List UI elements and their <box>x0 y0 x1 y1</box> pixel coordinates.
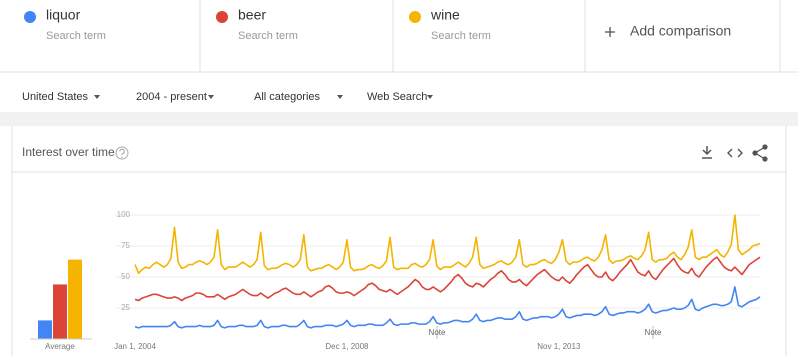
term-dot <box>409 11 421 23</box>
help-icon[interactable] <box>115 146 129 160</box>
filter[interactable]: Web Search <box>367 91 427 103</box>
gap-strip <box>0 112 798 126</box>
dropdown-arrow[interactable] <box>337 95 343 99</box>
dropdown-arrow[interactable] <box>427 95 433 99</box>
annotation: Note <box>645 328 662 337</box>
average-bar <box>68 259 82 339</box>
y-tick-label: 75 <box>121 241 130 250</box>
section-title: Interest over time <box>22 145 115 159</box>
term-name: beer <box>238 7 266 23</box>
term-label: Search term <box>46 30 106 42</box>
y-tick-label: 100 <box>117 210 131 219</box>
series-line <box>134 214 761 275</box>
x-tick-label: Nov 1, 2013 <box>537 342 581 351</box>
share-icon[interactable] <box>752 144 768 162</box>
annotation: Note <box>429 328 446 337</box>
x-tick-label: Jan 1, 2004 <box>114 342 156 351</box>
dropdown-arrow[interactable] <box>94 95 100 99</box>
add-icon[interactable] <box>605 27 615 37</box>
average-bar <box>53 284 67 339</box>
term-name: liquor <box>46 7 81 23</box>
term-name: wine <box>430 7 460 23</box>
term-dot <box>24 11 36 23</box>
filter[interactable]: All categories <box>254 91 321 103</box>
filter[interactable]: United States <box>22 91 89 103</box>
dropdown-arrow[interactable] <box>208 95 214 99</box>
term-dot <box>216 11 228 23</box>
add-comparison[interactable]: Add comparison <box>630 23 731 39</box>
embed-icon[interactable] <box>727 148 743 158</box>
term-label: Search term <box>238 30 298 42</box>
x-tick-label: Dec 1, 2008 <box>325 342 369 351</box>
term-label: Search term <box>431 30 491 42</box>
filter[interactable]: 2004 - present <box>136 91 207 103</box>
download-icon[interactable] <box>702 146 712 159</box>
y-tick-label: 25 <box>121 303 130 312</box>
average-label: Average <box>45 342 75 351</box>
series-line <box>134 256 761 302</box>
y-tick-label: 50 <box>121 272 130 281</box>
series-line <box>134 286 761 329</box>
average-bar <box>38 320 52 339</box>
